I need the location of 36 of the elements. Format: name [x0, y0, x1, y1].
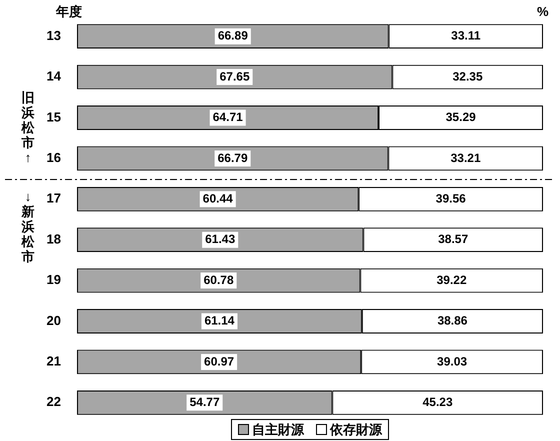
y-tick-label: 19 — [46, 272, 61, 288]
data-label: 61.14 — [204, 314, 235, 328]
data-label: 66.79 — [218, 150, 248, 165]
data-label: 35.29 — [446, 110, 476, 124]
data-label: 38.86 — [437, 314, 468, 328]
data-label: 39.22 — [436, 272, 467, 287]
legend-label: 自主財源 — [252, 422, 304, 437]
y-tick-label: 22 — [46, 394, 61, 410]
x-axis-title: % — [537, 4, 549, 19]
data-label: 60.44 — [202, 191, 234, 206]
y-tick-label: 16 — [46, 150, 61, 166]
data-label: 33.21 — [450, 150, 481, 165]
data-label: 33.11 — [451, 28, 481, 43]
data-label: 60.97 — [204, 354, 234, 368]
data-label: 54.77 — [190, 394, 220, 409]
y-axis-title: 年度 — [56, 4, 82, 19]
data-label: 45.23 — [422, 394, 453, 409]
y-tick-label: 21 — [46, 354, 61, 369]
data-label: 39.56 — [436, 191, 466, 206]
text: 旧浜松市 ↑ — [20, 90, 36, 165]
data-label: 38.57 — [438, 232, 468, 246]
y-tick-label: 17 — [46, 190, 61, 206]
y-tick-label: 18 — [46, 231, 61, 246]
y-tick-label: 14 — [46, 68, 62, 84]
y-tick-label: 15 — [46, 109, 61, 124]
y-tick-label: 13 — [46, 28, 61, 43]
data-label: 61.43 — [205, 232, 236, 246]
data-label: 66.89 — [218, 28, 248, 43]
text: ↓ 新浜松市 — [20, 188, 36, 264]
data-label: 32.35 — [452, 69, 483, 84]
data-label: 60.78 — [204, 272, 234, 287]
y-tick-label: 20 — [46, 312, 61, 328]
data-label: 39.03 — [437, 354, 468, 368]
series-label: 依存財源 — [330, 422, 382, 437]
data-label: 64.71 — [212, 110, 244, 124]
data-label: 67.65 — [220, 69, 250, 84]
